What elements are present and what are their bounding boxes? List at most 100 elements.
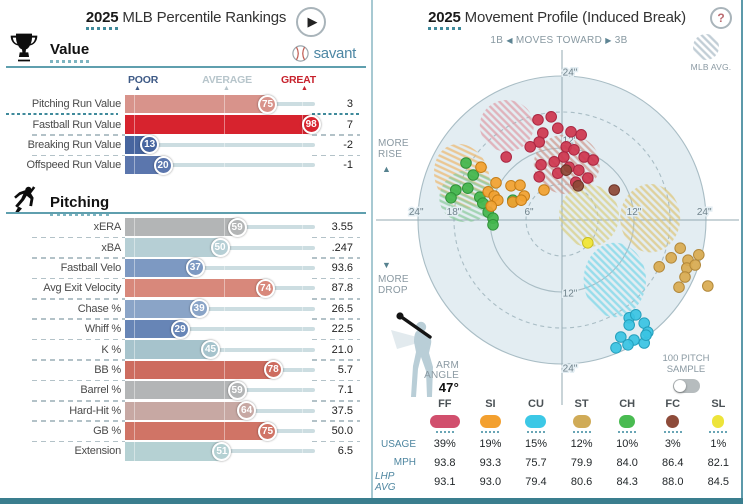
pitch-dot-SL[interactable] <box>582 237 594 249</box>
pitch-dot-SI[interactable] <box>492 194 504 206</box>
percentile-bubble[interactable]: 75 <box>258 421 277 441</box>
percentile-row[interactable]: Offspeed Run Value 20 -1 <box>0 155 372 175</box>
pitch-dot-CH[interactable] <box>477 197 489 209</box>
percentile-bubble[interactable]: 75 <box>258 94 277 114</box>
pitch-dot-SI[interactable] <box>485 200 497 212</box>
percentile-bubble[interactable]: 37 <box>185 258 205 278</box>
percentile-bubble[interactable]: 98 <box>301 114 321 134</box>
pitch-dot-CH[interactable] <box>445 192 457 204</box>
percentile-bar[interactable] <box>125 381 238 400</box>
pitch-dot-CU[interactable] <box>642 326 654 339</box>
pitch-dot-CU[interactable] <box>623 319 636 331</box>
pitch-dot-ST[interactable] <box>681 262 693 274</box>
pitch-dot-CU[interactable] <box>610 342 622 354</box>
percentile-bubble[interactable]: 39 <box>189 299 209 319</box>
pitch-dot-ST[interactable] <box>653 261 666 273</box>
pitch-dot-CH[interactable] <box>507 194 519 206</box>
percentile-row[interactable]: Whiff % 29 22.5 <box>0 319 372 341</box>
percentile-bar[interactable] <box>125 258 196 278</box>
pitch-pill[interactable] <box>572 415 591 428</box>
percentile-bubble[interactable]: 59 <box>227 217 247 237</box>
pitch-dot-FF[interactable] <box>548 156 560 168</box>
percentile-row[interactable]: GB % 75 50.0 <box>0 421 372 443</box>
pitch-dot-FF[interactable] <box>570 176 582 188</box>
pitch-dot-ST[interactable] <box>665 251 678 264</box>
pitch-dot-SI[interactable] <box>488 190 500 202</box>
percentile-bar[interactable] <box>125 340 211 359</box>
pitch-dot-CH[interactable] <box>487 219 499 231</box>
percentile-bubble[interactable]: 45 <box>201 339 220 359</box>
savant-logo[interactable]: savant <box>291 45 356 62</box>
pitch-dot-FF[interactable] <box>535 159 547 171</box>
percentile-row[interactable]: Pitching Run Value 75 3 <box>0 94 372 116</box>
pitch-dot-ST[interactable] <box>702 280 714 292</box>
pitch-dot-FF[interactable] <box>582 172 594 184</box>
pitch-dot-FF[interactable] <box>500 151 512 163</box>
percentile-bar[interactable] <box>125 279 266 298</box>
percentile-row[interactable]: Barrel % 59 7.1 <box>0 380 372 402</box>
pitch-pill[interactable] <box>666 415 680 428</box>
pitch-dot-CU[interactable] <box>630 309 642 321</box>
pitch-dot-SI[interactable] <box>482 186 494 198</box>
pitch-dot-SI[interactable] <box>518 190 530 202</box>
pitch-dot-FF[interactable] <box>587 154 599 166</box>
percentile-row[interactable]: Fastball Velo 37 93.6 <box>0 258 372 280</box>
percentile-bubble[interactable]: 29 <box>170 319 190 339</box>
pitch-dot-CU[interactable] <box>638 337 651 349</box>
percentile-row[interactable]: Breaking Run Value 13 -2 <box>0 135 372 157</box>
pitch-dot-FC[interactable] <box>608 184 620 196</box>
percentile-bar[interactable] <box>125 422 268 441</box>
pitch-dot-ST[interactable] <box>673 281 685 294</box>
percentile-bubble[interactable]: 20 <box>153 155 173 175</box>
pitch-pill[interactable] <box>479 415 501 428</box>
percentile-row[interactable]: Extension 51 6.5 <box>0 441 372 461</box>
pitch-dot-FC[interactable] <box>572 180 584 192</box>
pitch-dot-ST[interactable] <box>679 271 691 283</box>
pitch-dot-CU[interactable] <box>615 331 627 343</box>
pitch-dot-FF[interactable] <box>533 171 545 183</box>
pitch-dot-FF[interactable] <box>568 144 580 156</box>
help-button[interactable]: ? <box>710 7 732 29</box>
percentile-bar[interactable] <box>125 218 238 237</box>
pitch-dot-FF[interactable] <box>537 127 549 139</box>
pitch-dot-SI[interactable] <box>490 177 502 189</box>
percentile-bubble[interactable]: 78 <box>263 360 283 380</box>
pitch-dot-FF[interactable] <box>558 151 570 163</box>
pitch-dot-ST[interactable] <box>689 259 702 271</box>
pitch-dot-FF[interactable] <box>560 141 572 153</box>
percentile-row[interactable]: Avg Exit Velocity 74 87.8 <box>0 278 372 300</box>
pitch-dot-FF[interactable] <box>524 141 536 153</box>
pitch-dot-FF[interactable] <box>575 129 587 141</box>
pitch-dot-CH[interactable] <box>474 191 486 203</box>
pitch-dot-CH[interactable] <box>460 157 472 169</box>
pitch-dot-FF[interactable] <box>552 122 564 134</box>
percentile-row[interactable]: Chase % 39 26.5 <box>0 299 372 320</box>
percentile-bar[interactable] <box>125 401 247 420</box>
pitch-pill[interactable] <box>429 415 460 428</box>
pitch-pill[interactable] <box>712 415 725 428</box>
percentile-bar[interactable] <box>125 156 163 175</box>
percentile-bar[interactable] <box>125 442 222 461</box>
pitch-dot-CH[interactable] <box>462 182 474 194</box>
percentile-bubble[interactable]: 13 <box>140 135 160 155</box>
percentile-row[interactable]: xERA 59 3.55 <box>0 217 372 239</box>
pitch-dot-SI[interactable] <box>538 184 550 196</box>
percentile-bubble[interactable]: 50 <box>210 237 230 257</box>
pitch-dot-ST[interactable] <box>693 249 705 261</box>
pitch-dot-CU[interactable] <box>638 317 651 330</box>
percentile-bar[interactable] <box>125 320 181 339</box>
pitch-dot-FC[interactable] <box>560 164 572 176</box>
pitch-dot-CH[interactable] <box>482 206 494 218</box>
pitch-dot-CU[interactable] <box>622 339 634 351</box>
pitch-dot-FF[interactable] <box>532 114 544 126</box>
pitch-dot-CH[interactable] <box>467 169 479 181</box>
pitch-dot-FF[interactable] <box>545 111 557 123</box>
percentile-row[interactable]: Fastball Run Value 98 7 <box>0 114 372 136</box>
percentile-row[interactable]: Hard-Hit % 64 37.5 <box>0 401 372 422</box>
pitch-dot-FF[interactable] <box>533 136 545 148</box>
pitch-dot-CH[interactable] <box>450 184 462 196</box>
pitch-dot-CH[interactable] <box>487 212 499 224</box>
pitch-dot-ST[interactable] <box>674 242 687 254</box>
percentile-row[interactable]: xBA 50 .247 <box>0 237 372 259</box>
pitch-dot-SI[interactable] <box>475 161 487 173</box>
